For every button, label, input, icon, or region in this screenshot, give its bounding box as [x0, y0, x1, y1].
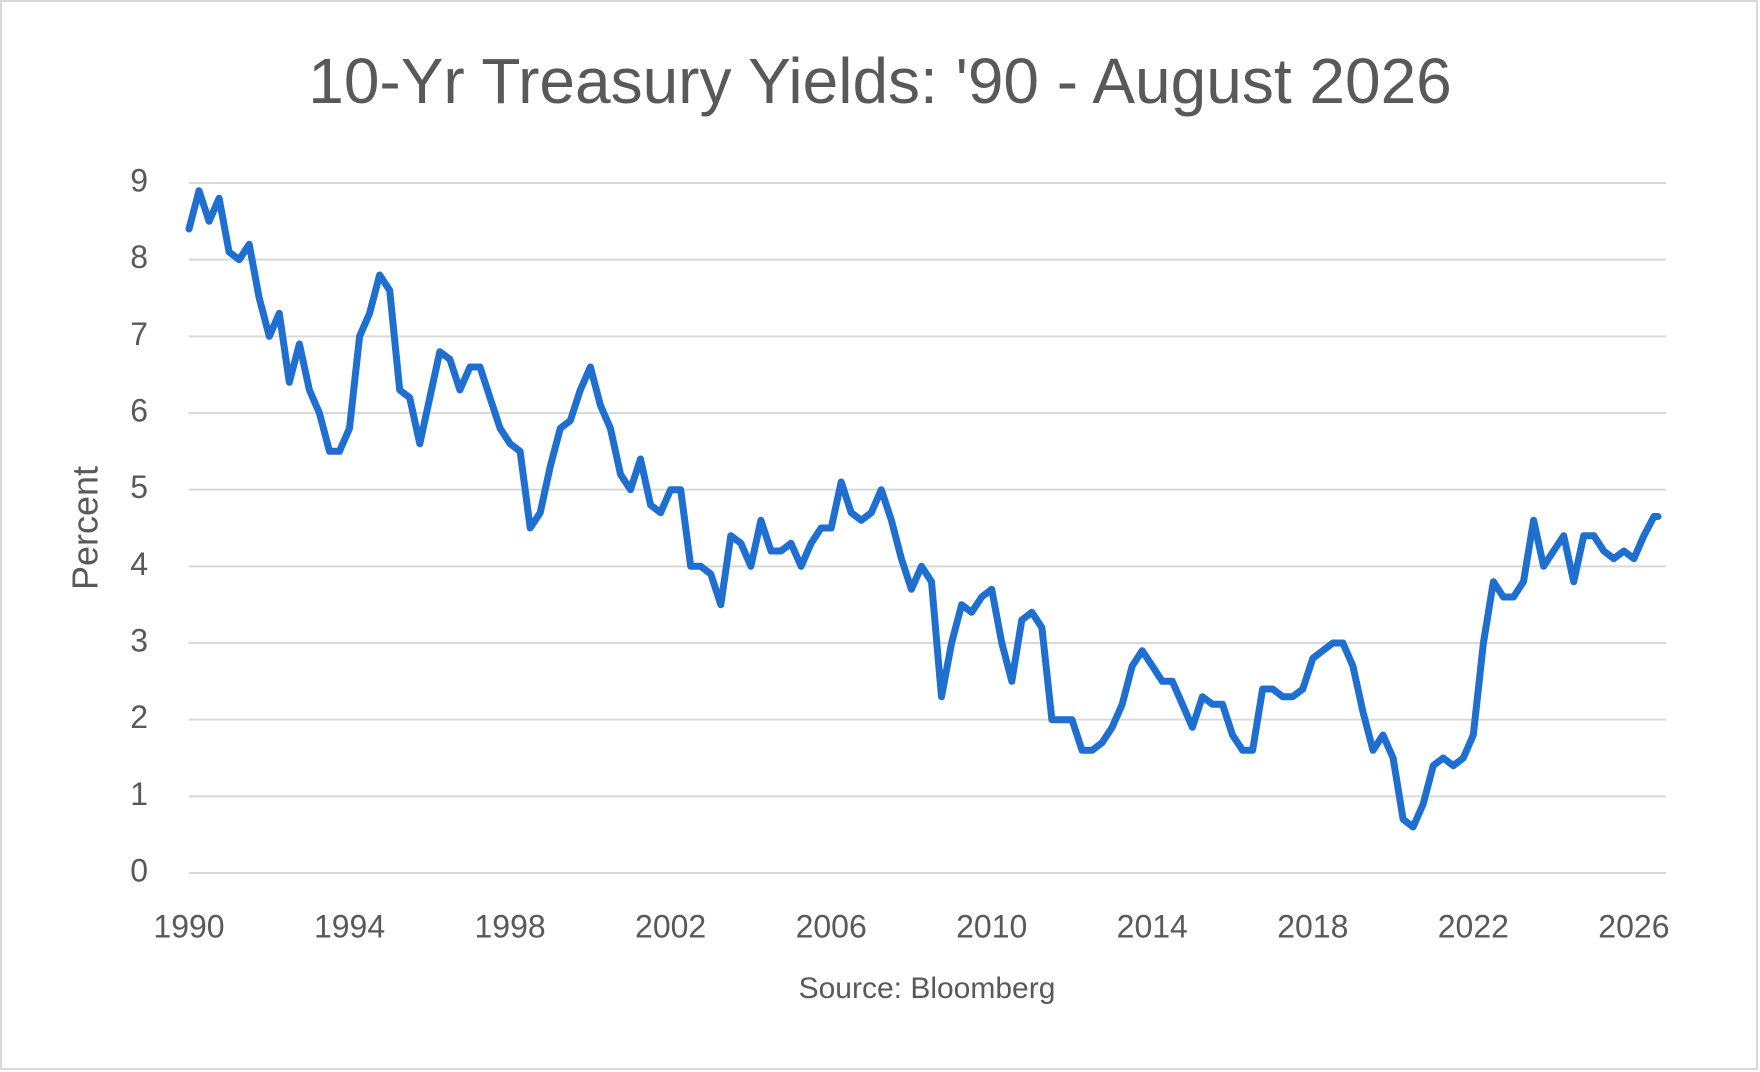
- y-tick-label: 8: [130, 239, 148, 275]
- x-tick-label: 2010: [956, 908, 1027, 944]
- x-tick-label: 2006: [796, 908, 867, 944]
- x-tick-label: 2022: [1438, 908, 1509, 944]
- chart-title: 10-Yr Treasury Yields: '90 - August 2026: [308, 45, 1452, 117]
- y-tick-label: 9: [130, 162, 148, 198]
- x-tick-label: 1994: [314, 908, 385, 944]
- y-tick-label: 3: [130, 622, 148, 658]
- source-note: Source: Bloomberg: [799, 972, 1056, 1005]
- x-tick-label: 2018: [1277, 908, 1348, 944]
- x-tick-label: 1990: [153, 908, 224, 944]
- x-tick-label: 1998: [474, 908, 545, 944]
- y-tick-label: 2: [130, 699, 148, 735]
- x-tick-label: 2026: [1598, 908, 1669, 944]
- y-tick-label: 5: [130, 469, 148, 505]
- y-tick-label: 6: [130, 392, 148, 428]
- y-tick-label: 1: [130, 776, 148, 812]
- y-tick-label: 0: [130, 852, 148, 888]
- x-tick-label: 2014: [1117, 908, 1188, 944]
- y-axis-label: Percent: [65, 466, 106, 590]
- y-tick-label: 7: [130, 316, 148, 352]
- y-tick-label: 4: [130, 546, 148, 582]
- series-line: [185, 187, 1662, 831]
- x-tick-label: 2002: [635, 908, 706, 944]
